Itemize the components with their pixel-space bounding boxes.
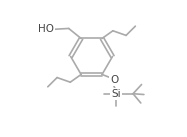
Text: HO: HO <box>38 24 54 34</box>
Text: O: O <box>110 75 119 85</box>
Text: Si: Si <box>111 89 121 99</box>
